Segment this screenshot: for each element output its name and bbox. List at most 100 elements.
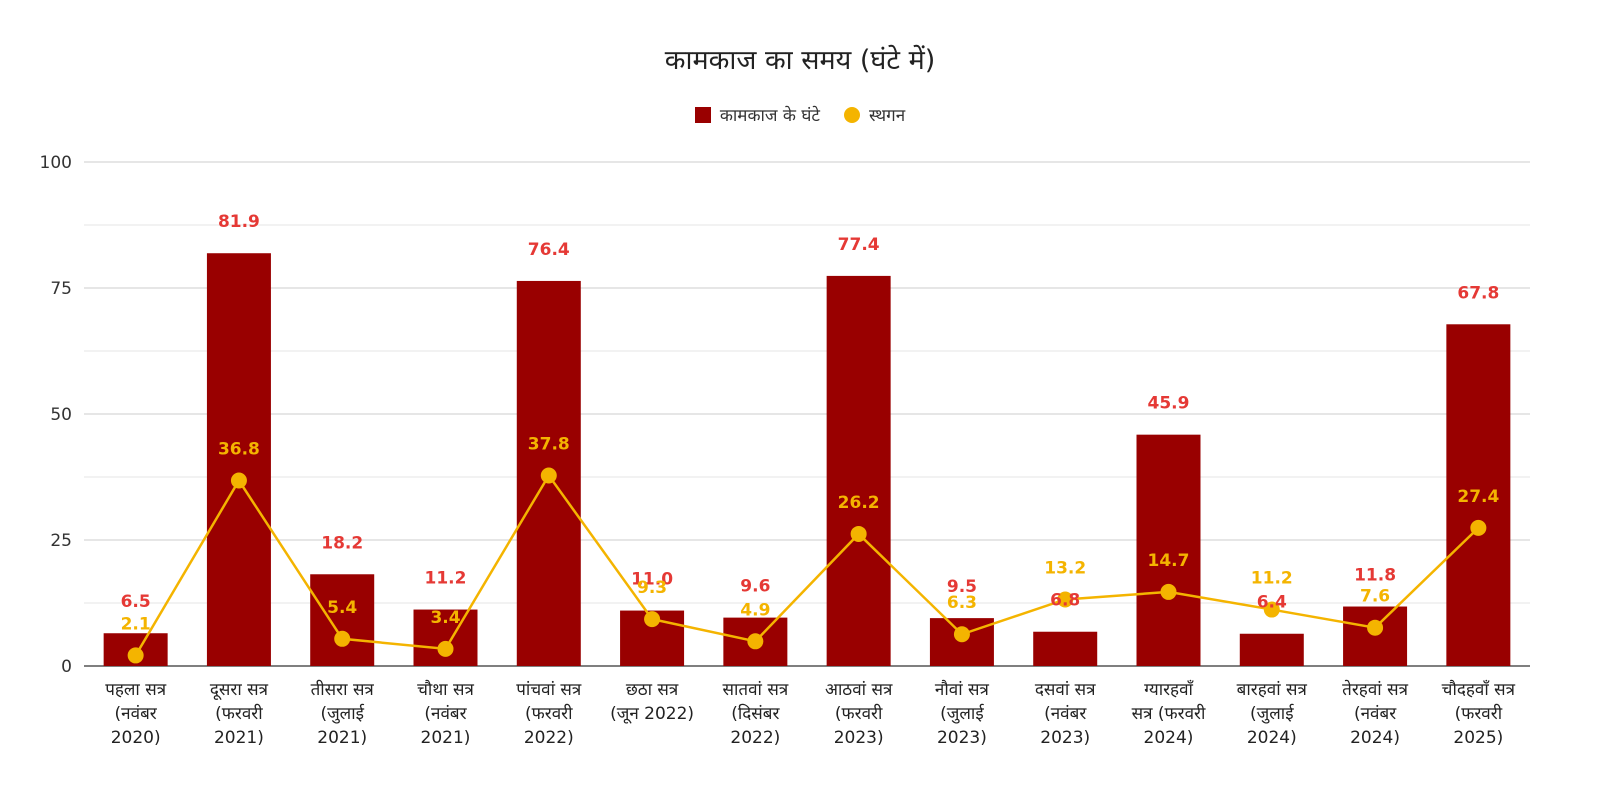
x-tick-label: तेरहवां सत्र [1342,679,1408,700]
x-tick-label: (नवंबर [115,704,158,724]
line-data-label: 11.2 [1251,569,1293,589]
line-data-label: 27.4 [1457,487,1499,507]
bar [1033,631,1098,666]
x-tick-label: 2024) [1144,728,1194,748]
bar [1343,606,1408,666]
line-data-label: 2.1 [121,614,151,634]
x-tick-label: (नवंबर [1354,704,1397,724]
x-tick-label: (दिसंबर [731,703,780,724]
bar [1446,324,1511,666]
line-point [747,633,764,650]
x-tick-label: (नवंबर [424,704,467,724]
line-point [1470,519,1487,536]
x-tick-label: 2025) [1453,728,1503,748]
bar-data-label: 77.4 [838,235,880,255]
y-tick-label: 50 [50,405,72,425]
line-data-label: 3.4 [430,608,460,628]
x-tick-label: बारहवां सत्र [1237,680,1308,700]
legend-swatch-work-hours [694,106,711,123]
legend-item-work-hours: कामकाज के घंटे [694,103,821,126]
x-tick-label: (नवंबर [1044,704,1087,724]
line-data-label: 9.3 [637,578,667,598]
x-tick-label: सत्र (फरवरी [1132,703,1206,724]
legend-label-adjournment: स्थगन [869,106,906,126]
x-tick-label: (फरवरी [525,703,573,724]
y-tick-label: 25 [50,531,72,551]
x-tick-label: 2021) [214,728,264,748]
x-tick-label: 2020) [111,728,161,748]
y-tick-label: 75 [50,279,72,299]
bar-data-label: 76.4 [528,240,570,260]
bar [1136,434,1201,666]
x-tick-label: (जुलाई [320,703,365,724]
line-point [127,647,144,664]
line-point [540,467,557,484]
y-tick-label: 0 [61,657,72,677]
x-tick-label: तीसरा सत्र [311,679,375,700]
line-data-label: 36.8 [218,440,260,460]
x-tick-label: सातवां सत्र [722,680,788,700]
line-point [1057,591,1074,608]
bar-data-label: 9.5 [947,577,977,597]
x-tick-label: 2022) [524,728,574,748]
line-data-label: 6.3 [947,593,977,613]
x-tick-label: 2023) [937,728,987,748]
bar-data-label: 6.4 [1257,593,1287,613]
x-tick-label: चौथा सत्र [417,679,474,700]
line-data-label: 14.7 [1148,551,1190,571]
x-tick-label: दूसरा सत्र [210,680,269,700]
x-tick-label: (फरवरी [835,703,883,724]
x-tick-label: 2024) [1247,728,1297,748]
bar-data-label: 67.8 [1457,283,1499,303]
legend: कामकाज के घंटे स्थगन [0,103,1600,126]
line-point [437,640,454,657]
x-tick-label: (फरवरी [1455,703,1503,724]
line-point [1367,619,1384,636]
line-data-label: 4.9 [740,600,770,620]
line-series [134,473,1480,657]
line-point [334,630,351,647]
x-tick-label: पहला सत्र [105,680,167,700]
x-tick-label: छठा सत्र [626,680,679,700]
x-tick-label: 2022) [730,728,780,748]
bar-data-label: 6.5 [121,592,151,612]
bar-data-label: 11.2 [425,569,467,589]
x-tick-label: ग्यारहवाँ [1144,679,1194,700]
y-tick-label: 100 [40,153,72,173]
line-data-label: 13.2 [1044,558,1086,578]
x-tick-label: नौवां सत्र [935,679,990,700]
legend-item-adjournment: स्थगन [844,103,905,126]
line-point [644,611,661,628]
x-tick-label: 2023) [1040,728,1090,748]
x-tick-label: (जून 2022) [610,704,694,724]
bar [826,275,891,666]
line-point [1263,601,1280,618]
bar-data-label: 45.9 [1148,394,1190,414]
x-tick-label: 2021) [421,728,471,748]
line-data-label: 26.2 [838,493,880,513]
chart-title: कामकाज का समय (घंटे में) [664,45,936,76]
x-tick-label: (जुलाई [940,703,985,724]
line-point [230,472,247,489]
legend-label-work-hours: कामकाज के घंटे [719,106,821,126]
line-point [1160,583,1177,600]
x-tick-label: चौदहवाँ सत्र [1442,679,1516,700]
line-point [850,525,867,542]
line-data-label: 37.8 [528,434,570,454]
bar [206,253,271,666]
bar [310,574,375,666]
bar [1239,633,1304,666]
x-tick-label: (जुलाई [1250,703,1295,724]
bar-data-label: 9.6 [740,577,770,597]
bar-data-label: 11.8 [1354,566,1396,586]
bar-data-label: 18.2 [321,533,363,553]
x-tick-label: दसवां सत्र [1035,680,1096,700]
bar-data-label: 6.8 [1050,591,1080,611]
bar-data-label: 11.0 [631,570,673,590]
line-data-label: 7.6 [1360,587,1390,607]
x-tick-label: 2023) [834,728,884,748]
x-tick-label: पांचवां सत्र [516,680,582,700]
x-tick-label: 2021) [317,728,367,748]
line-point [953,626,970,643]
